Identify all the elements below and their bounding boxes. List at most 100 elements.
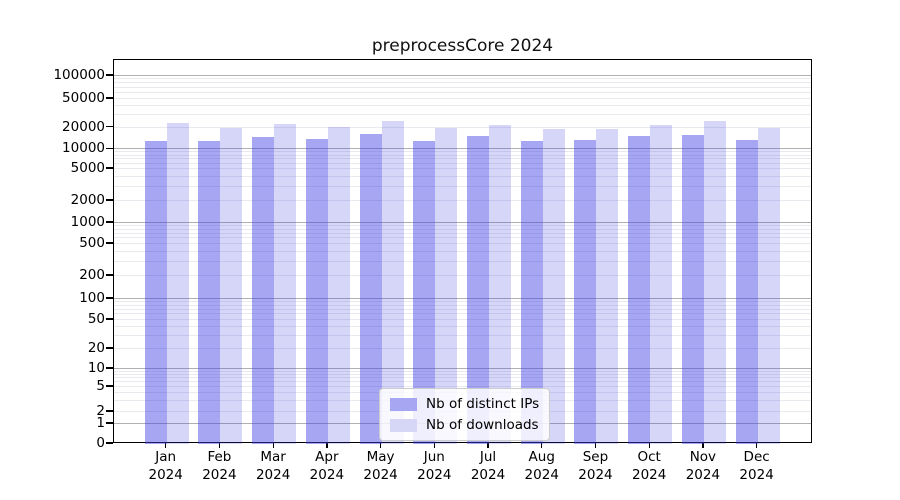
gridline [114,381,811,383]
x-tick-label-nov: Nov 2024 [671,449,735,484]
gridline [114,348,811,349]
x-tick-month: Oct [637,449,661,465]
bar-distinct-ips-aug [520,140,543,444]
y-tick-label: 50 [87,311,105,327]
y-tick-label: 100 [79,290,105,306]
x-tick-mark [702,443,704,448]
x-tick-month: Apr [315,449,339,465]
gridline [114,98,811,99]
gridline [114,386,811,387]
y-tick-mark [106,410,113,412]
x-tick-month: Jun [423,449,445,465]
gridline [114,228,811,230]
x-tick-mark [165,443,167,448]
bar-downloads-aug [542,129,565,444]
bar-downloads-oct [650,125,673,444]
gridline [114,335,811,337]
legend-label-distinct-ips: Nb of distinct IPs [426,396,540,412]
bar-distinct-ips-jul [467,136,490,444]
x-tick-year: 2024 [255,466,291,483]
bar-distinct-ips-oct [628,136,651,444]
bar-downloads-may [381,121,404,444]
x-tick-label-sep: Sep 2024 [563,449,627,484]
x-tick-label-jan: Jan 2024 [134,449,198,484]
legend-swatch-distinct-ips [390,397,417,411]
bar-downloads-mar [274,124,297,444]
y-tick-label: 10000 [62,140,105,157]
y-tick-mark [106,385,113,387]
gridline [114,222,811,223]
y-tick-label: 20000 [62,118,105,135]
y-tick-label: 20 [87,340,105,356]
bar-distinct-ips-may [359,133,382,444]
bar-distinct-ips-dec [735,140,758,444]
x-tick-mark [379,443,382,448]
gridline [114,275,811,276]
y-tick-mark [106,221,113,223]
chart-title: preprocessCore 2024 [371,36,554,56]
gridline [114,260,811,262]
bar-distinct-ips-sep [574,139,597,444]
gridline [114,104,811,106]
gridline [114,148,811,150]
gridline [114,154,811,156]
x-tick-year: 2024 [685,466,721,483]
gridline [114,304,811,306]
x-tick-mark [648,443,650,448]
y-tick-label: 10 [87,360,105,376]
gridline [114,86,811,88]
y-tick-mark [106,442,113,444]
y-tick-mark [106,318,113,320]
y-tick-mark [106,347,113,349]
bar-distinct-ips-mar [252,137,275,444]
gridline [114,326,811,328]
legend-label-downloads: Nb of downloads [426,417,539,433]
gridline [114,308,811,310]
gridline [114,370,811,372]
x-tick-mark [433,443,435,448]
x-tick-month: Dec [743,449,770,465]
legend-entry-distinct-ips: Nb of distinct IPs [390,396,539,412]
x-tick-month: Jan [155,449,177,465]
bar-downloads-dec [757,127,780,444]
x-tick-month: Jul [479,449,497,465]
gridline [114,368,811,369]
gridline [114,75,811,76]
y-tick-mark [106,74,113,76]
y-tick-label: 1000 [70,214,105,230]
x-tick-year: 2024 [631,466,667,483]
x-tick-mark [272,443,274,448]
x-tick-year: 2024 [470,466,506,483]
x-tick-year: 2024 [578,466,613,483]
gridline [114,158,811,160]
legend-entry-downloads: Nb of downloads [390,417,539,433]
x-tick-month: Nov [689,449,717,465]
y-tick-label: 2 [96,403,105,419]
y-tick-label: 5 [96,378,105,394]
x-tick-year: 2024 [202,466,237,483]
legend: Nb of distinct IPs Nb of downloads [379,388,551,441]
x-tick-month: May [366,449,395,465]
gridline [114,377,811,379]
gridline [114,243,811,244]
gridline [114,250,811,252]
x-tick-month: Feb [207,449,232,465]
x-tick-label-jun: Jun 2024 [402,449,466,484]
gridline [114,185,811,187]
x-tick-month: Aug [528,449,555,465]
y-tick-mark [106,126,113,128]
gridline [114,114,811,115]
plot-area [113,59,812,444]
x-tick-mark [218,443,221,448]
bar-downloads-sep [596,128,619,444]
gridline [114,232,811,234]
x-tick-label-may: May 2024 [349,449,413,484]
x-tick-year: 2024 [309,466,345,483]
y-tick-mark [106,97,113,99]
y-tick-mark [106,367,113,369]
bar-distinct-ips-feb [198,140,221,444]
bar-distinct-ips-nov [681,135,704,444]
bar-downloads-jul [489,125,512,444]
gridline [114,151,811,153]
